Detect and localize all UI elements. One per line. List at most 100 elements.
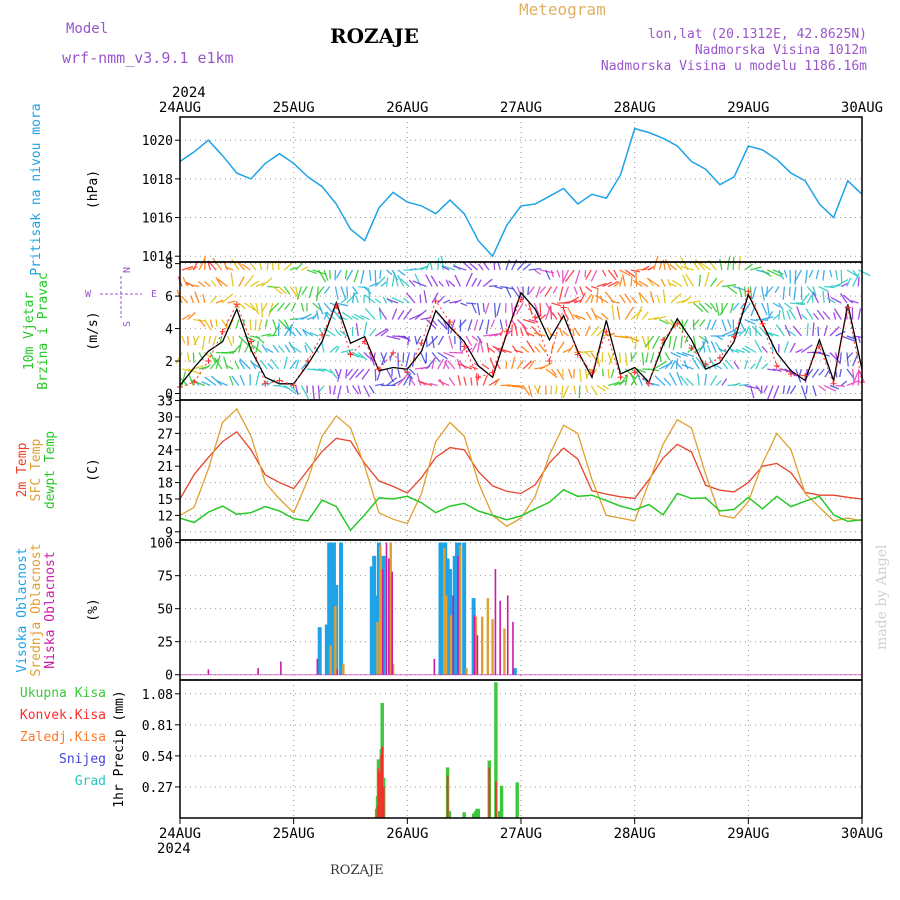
wind-barb	[835, 330, 846, 337]
wind-barb	[342, 311, 353, 321]
bar-precip-1	[378, 773, 381, 818]
wind-barb	[710, 340, 717, 353]
wind-barb	[729, 302, 734, 314]
wind-barb	[572, 328, 575, 337]
wind-barb	[733, 382, 741, 387]
wind-barb	[301, 266, 308, 271]
product-title: Meteogram	[519, 0, 606, 19]
wind-barb	[408, 368, 416, 376]
wind-barb	[670, 293, 682, 304]
wind-barb	[729, 348, 740, 354]
gust-marker	[361, 338, 368, 345]
wind-barb	[473, 319, 479, 331]
wind-barb	[336, 368, 342, 382]
wind-barb	[355, 323, 359, 337]
wind-barb	[334, 286, 339, 300]
wind-barb	[584, 293, 593, 304]
wind-barb	[374, 328, 388, 337]
wind-barb	[562, 385, 570, 399]
wind-barb	[858, 269, 871, 277]
wind-barb	[710, 277, 718, 287]
x-tick-label-bottom: 27AUG	[500, 826, 542, 842]
wind-barb	[608, 381, 621, 387]
wind-barb	[630, 335, 634, 344]
wind-barb	[744, 359, 749, 370]
wind-barb	[241, 263, 251, 271]
wind-barb	[317, 385, 321, 399]
wind-barb	[775, 324, 785, 337]
wind-barb	[702, 340, 706, 353]
wind-barb	[621, 274, 626, 287]
bar-clouds-0	[512, 668, 517, 675]
wind-barb	[499, 319, 504, 330]
wind-barb	[301, 286, 308, 296]
wind-barb	[782, 385, 786, 394]
wind-barb	[624, 306, 634, 320]
wind-barb	[786, 385, 791, 395]
wind-barb	[741, 347, 751, 354]
wind-barb	[476, 302, 481, 316]
wind-barb	[590, 294, 594, 304]
wind-barb	[835, 384, 845, 387]
wind-barb	[654, 375, 666, 386]
wind-barb	[635, 371, 643, 386]
wind-barb	[822, 269, 825, 281]
bar-clouds-2	[336, 669, 339, 675]
wind-barb	[368, 269, 372, 281]
wind-barb	[187, 311, 196, 320]
wind-barb	[522, 318, 536, 324]
wind-barb	[442, 359, 448, 370]
gust-marker	[205, 358, 212, 365]
bar-clouds-2	[433, 658, 436, 675]
x-tick-label-bottom: 30AUG	[841, 826, 883, 842]
wind-barb	[204, 364, 211, 370]
wind-barb	[761, 302, 768, 316]
model-version: wrf-nmm_v3.9.1 e1km	[62, 49, 234, 67]
wind-barb	[527, 286, 535, 295]
wind-barb	[778, 269, 785, 280]
wind-barb	[483, 262, 490, 271]
bar-clouds-1	[389, 542, 392, 675]
wind-barb	[562, 269, 570, 282]
bar-clouds-0	[339, 542, 344, 675]
wind-barb	[829, 284, 841, 288]
wind-barb	[234, 360, 240, 370]
wind-barb	[839, 352, 842, 365]
wind-barb	[638, 280, 649, 288]
y-tick-label: 1018	[142, 173, 173, 188]
wind-barb	[175, 352, 183, 364]
wind-barb	[751, 286, 757, 300]
wind-barb	[431, 335, 435, 349]
gust-marker	[233, 301, 240, 308]
wind-barb	[833, 312, 837, 320]
wind-barb	[448, 335, 454, 349]
wind-barb	[840, 380, 848, 387]
wind-barb	[567, 344, 575, 353]
wind-barb	[698, 274, 701, 287]
wind-barb	[431, 352, 441, 363]
wind-barb	[225, 364, 234, 370]
y-tick-label: 1014	[142, 250, 173, 265]
wind-barb	[761, 286, 765, 301]
wind-barb	[494, 378, 500, 386]
wind-barb	[558, 327, 564, 337]
wind-barb	[682, 319, 689, 329]
wind-barb	[693, 302, 704, 313]
x-tick-label-bottom: 24AUG	[159, 826, 201, 842]
wind-barb	[692, 319, 700, 327]
wind-barb	[329, 368, 338, 379]
wind-barb	[391, 296, 404, 304]
wind-barb	[511, 345, 518, 353]
wind-barb	[283, 356, 288, 370]
wind-barb	[349, 368, 359, 381]
wind-barb	[851, 368, 855, 381]
wind-barb	[629, 372, 638, 386]
wind-barb	[363, 385, 371, 397]
wind-barb	[351, 385, 360, 395]
wind-barb	[469, 365, 478, 370]
wind-barb	[613, 380, 627, 387]
wind-barb	[632, 279, 643, 288]
wind-barb	[440, 256, 445, 271]
wind-barb	[232, 344, 241, 353]
wind-barb	[725, 359, 734, 370]
